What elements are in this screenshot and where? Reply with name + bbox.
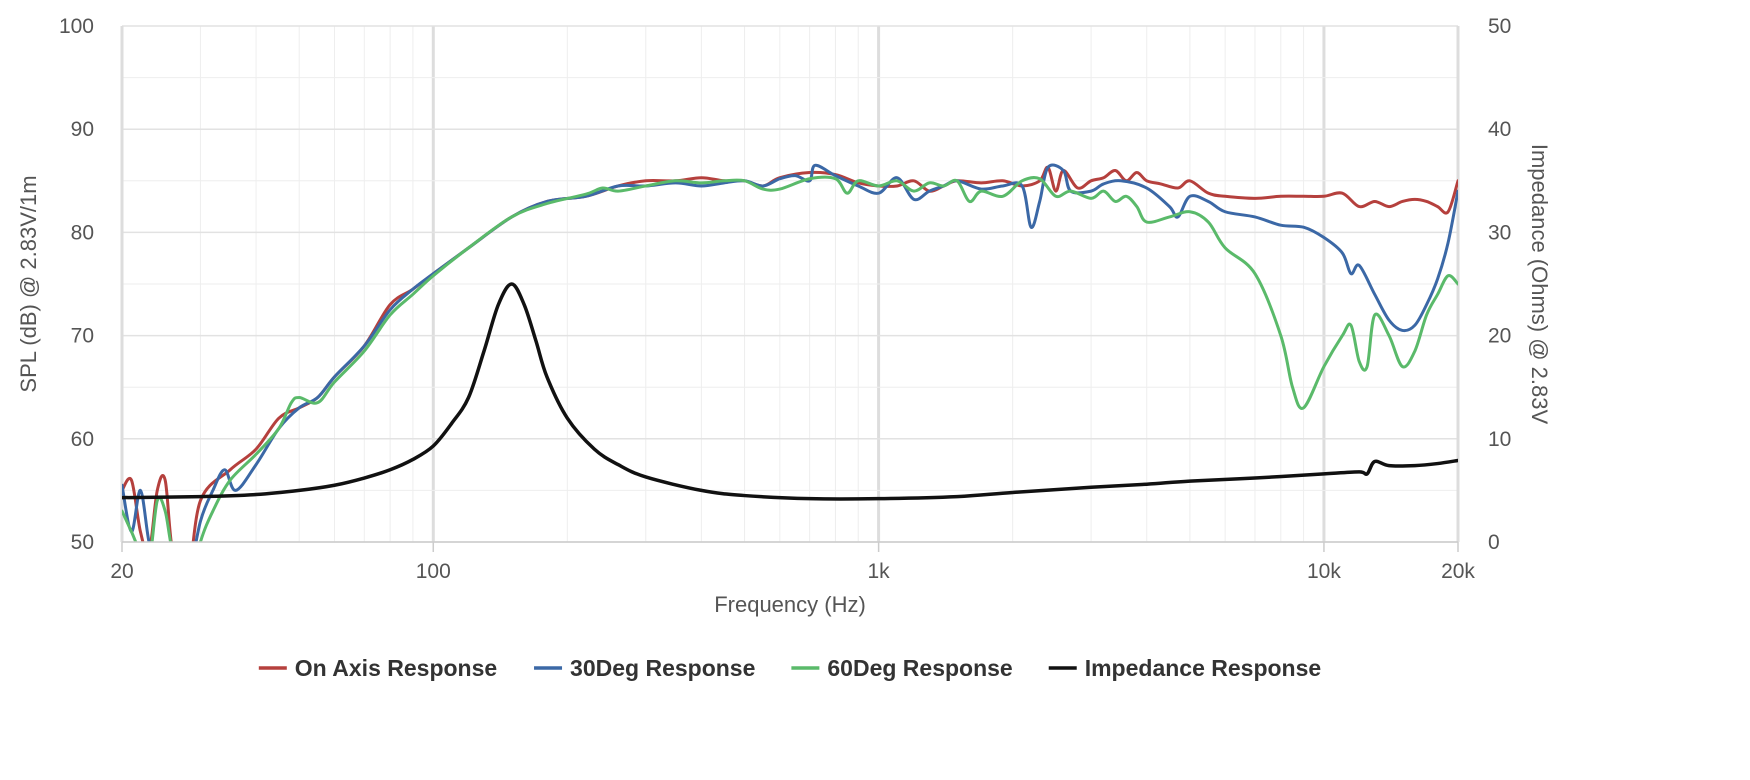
series-line-30deg-response [122,163,1458,542]
legend-item-on-axis-response: On Axis Response [258,655,497,681]
y-right-tick-label: 10 [1488,428,1511,451]
series-line-impedance-response [122,282,1458,501]
y-left-tick-label: 70 [71,325,94,348]
x-tick-label: 1k [868,560,891,583]
y-left-tick-label: 100 [59,15,94,38]
legend-label: 30Deg Response [570,655,755,681]
x-tick-label: 100 [416,560,451,583]
y-right-tick-label: 50 [1488,15,1511,38]
legend: On Axis Response 30Deg Response 60Deg Resp… [258,655,1321,681]
axes: 20 100 1k 10k 20k 50 60 70 80 90 100 0 10 20 30 40 50 [59,15,1511,583]
legend-item-impedance-response: Impedance Response [1048,655,1321,681]
y-right-tick-label: 40 [1488,118,1511,141]
y-right-tick-label: 30 [1488,221,1511,244]
series-lines [122,163,1458,542]
x-tick-label: 10k [1307,560,1341,583]
legend-label: Impedance Response [1085,655,1321,681]
x-axis-title: Frequency (Hz) [714,592,866,617]
y-axis-right-title: Impedance (Ohms) @ 2.83V [1527,144,1552,425]
y-left-tick-label: 90 [71,118,94,141]
series-line-on-axis-response [122,165,1458,542]
legend-label: 60Deg Response [827,655,1012,681]
grid-lines [120,25,1460,543]
legend-item-60deg-response: 60Deg Response [791,655,1013,681]
y-left-tick-label: 80 [71,221,94,244]
x-tick-label: 20k [1441,560,1475,583]
legend-item-30deg-response: 30Deg Response [534,655,755,681]
y-right-tick-label: 20 [1488,325,1511,348]
x-tick-label: 20 [110,560,133,583]
y-axis-left-title: SPL (dB) @ 2.83V/1m [16,175,41,392]
legend-label: On Axis Response [295,655,497,681]
y-left-tick-label: 50 [71,531,94,554]
series-line-60deg-response [122,175,1458,542]
y-right-tick-label: 0 [1488,531,1500,554]
y-left-tick-label: 60 [71,428,94,451]
